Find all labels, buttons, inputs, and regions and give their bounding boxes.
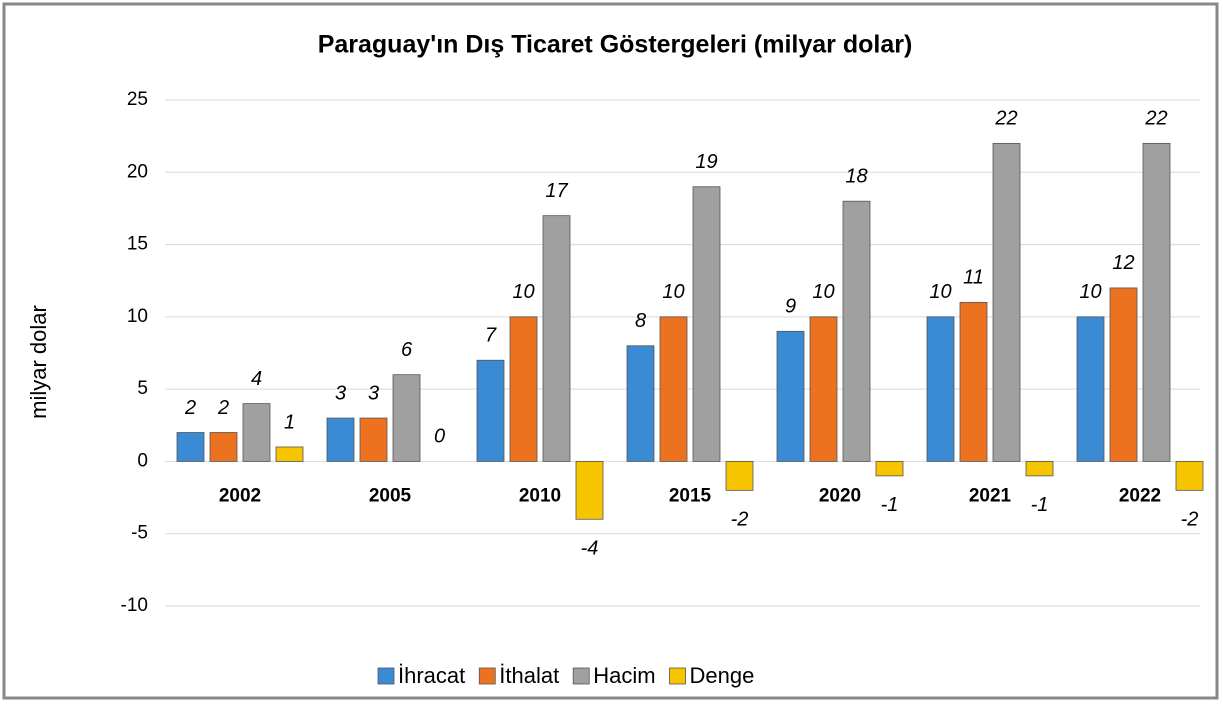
bar [275, 446, 304, 462]
data-label: -1 [881, 494, 899, 516]
chart-title: Paraguay'ın Dış Ticaret Göstergeleri (mi… [318, 31, 913, 59]
data-label: 3 [368, 382, 379, 404]
data-label: 12 [1112, 252, 1134, 274]
bar [659, 316, 688, 462]
legend-swatch [669, 667, 686, 685]
bar [476, 359, 505, 462]
legend-label: İthalat [499, 663, 559, 688]
bar [1076, 316, 1105, 462]
bar [926, 316, 955, 462]
data-label: 10 [812, 281, 834, 303]
y-tick-label: -5 [131, 523, 148, 544]
data-label: 2 [184, 397, 196, 419]
bar [542, 215, 571, 462]
data-label: 2 [217, 397, 229, 419]
bar [1142, 142, 1171, 462]
bar [359, 417, 388, 462]
y-tick-label: 20 [127, 161, 148, 182]
x-tick-label: 2010 [519, 485, 561, 506]
legend-swatch [572, 667, 590, 685]
data-label: 1 [284, 411, 295, 433]
legend-label: Denge [690, 663, 755, 688]
bar [1175, 461, 1204, 491]
bar [575, 461, 604, 520]
data-label: 4 [251, 368, 262, 390]
x-tick-label: 2020 [819, 485, 861, 506]
bar [842, 200, 871, 462]
bar [626, 345, 655, 462]
legend-swatch [377, 667, 395, 685]
x-tick-label: 2015 [669, 485, 712, 506]
bar [992, 142, 1021, 462]
bar [959, 301, 988, 462]
data-label: 22 [994, 108, 1017, 130]
bar [809, 316, 838, 462]
y-tick-label: 25 [127, 89, 148, 110]
y-tick-label: -10 [121, 595, 148, 616]
data-label: 6 [401, 339, 413, 361]
data-label: -2 [1181, 509, 1199, 531]
y-tick-label: 15 [127, 234, 148, 255]
data-label: 19 [695, 151, 717, 173]
data-label: 3 [335, 382, 346, 404]
data-label: -2 [731, 509, 749, 531]
y-tick-label: 5 [137, 378, 148, 399]
bar [725, 461, 754, 491]
y-tick-label: 10 [127, 306, 148, 327]
bar [692, 186, 721, 462]
data-label: 11 [963, 267, 984, 289]
legend-label: Hacim [593, 663, 655, 688]
data-label: -1 [1031, 494, 1049, 516]
data-label: 10 [662, 281, 684, 303]
x-tick-label: 2021 [969, 485, 1012, 506]
data-label: 9 [785, 296, 796, 318]
data-label: 10 [929, 281, 951, 303]
legend-swatch [478, 667, 496, 685]
data-label: 7 [485, 325, 497, 347]
legend-label: İhracat [398, 663, 465, 688]
data-label: 8 [635, 310, 646, 332]
x-tick-label: 2002 [219, 485, 261, 506]
bar [509, 316, 538, 462]
data-label: 10 [512, 281, 534, 303]
data-label: -4 [581, 538, 599, 560]
y-axis-label: milyar dolar [26, 305, 51, 419]
data-label: 22 [1144, 108, 1167, 130]
data-label: 17 [545, 180, 568, 202]
bar [326, 417, 355, 462]
x-tick-label: 2005 [369, 485, 412, 506]
bar [875, 461, 904, 477]
bar [209, 432, 238, 462]
bar [1109, 287, 1138, 462]
bar [242, 403, 271, 462]
data-label: 10 [1079, 281, 1101, 303]
bar [776, 330, 805, 462]
bar [176, 432, 205, 462]
bar [392, 374, 421, 462]
y-tick-label: 0 [137, 450, 148, 471]
x-tick-label: 2022 [1119, 485, 1161, 506]
bar [1025, 461, 1054, 477]
data-label: 18 [845, 165, 867, 187]
data-label: 0 [434, 426, 445, 448]
